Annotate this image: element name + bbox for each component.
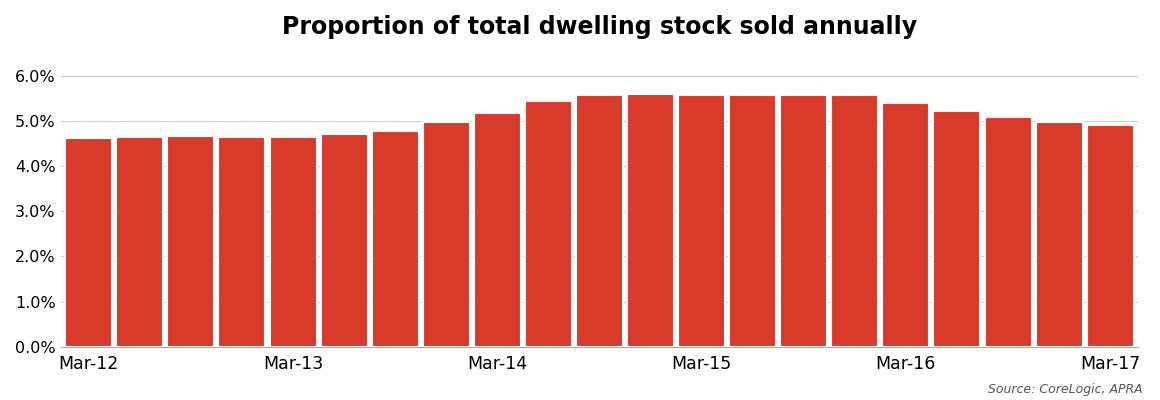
Bar (269, 137, 317, 347)
Bar (1087, 125, 1133, 347)
Bar (473, 114, 521, 347)
Bar (422, 122, 470, 347)
Bar (320, 134, 368, 347)
Bar (934, 111, 980, 347)
Bar (883, 103, 929, 347)
Bar (781, 95, 827, 347)
Title: Proportion of total dwelling stock sold annually: Proportion of total dwelling stock sold … (282, 15, 918, 39)
Bar (65, 138, 113, 347)
Bar (730, 95, 776, 347)
Bar (218, 137, 266, 347)
Bar (985, 117, 1031, 347)
Bar (577, 95, 623, 347)
Bar (524, 101, 572, 347)
Bar (832, 95, 878, 347)
Bar (371, 131, 419, 347)
Bar (628, 94, 674, 347)
Bar (167, 136, 215, 347)
Bar (1036, 122, 1082, 347)
Text: Source: CoreLogic, APRA: Source: CoreLogic, APRA (988, 383, 1143, 396)
Bar (116, 137, 164, 347)
Bar (679, 95, 725, 347)
